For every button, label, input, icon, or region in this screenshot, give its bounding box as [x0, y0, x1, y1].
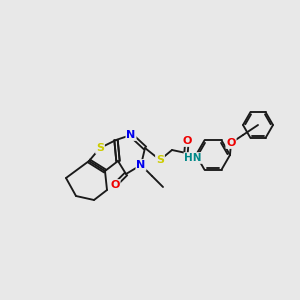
Text: O: O — [182, 136, 192, 146]
Text: O: O — [226, 138, 236, 148]
Text: HN: HN — [184, 153, 202, 163]
Text: N: N — [136, 160, 146, 170]
Text: N: N — [126, 130, 136, 140]
Text: S: S — [96, 143, 104, 153]
Text: S: S — [156, 155, 164, 165]
Text: O: O — [110, 180, 120, 190]
